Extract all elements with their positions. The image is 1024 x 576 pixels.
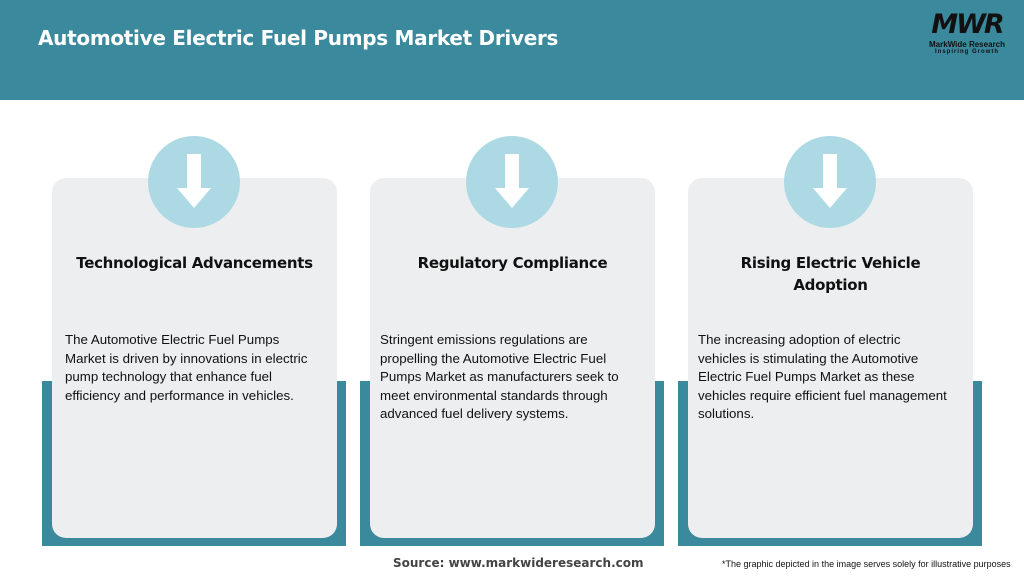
- disclaimer-note: *The graphic depicted in the image serve…: [722, 559, 1011, 569]
- driver-card: Regulatory Compliance Stringent emission…: [370, 178, 655, 538]
- card-title: Technological Advancements: [76, 254, 313, 272]
- down-arrow-icon: [148, 136, 240, 228]
- logo-name: MarkWide Research: [929, 40, 1005, 49]
- header-banner: Automotive Electric Fuel Pumps Market Dr…: [0, 0, 1024, 100]
- card-text: The Automotive Electric Fuel Pumps Marke…: [65, 332, 308, 403]
- card-text: Stringent emissions regulations are prop…: [380, 332, 619, 421]
- logo-tagline: Inspiring Growth: [935, 49, 999, 55]
- down-arrow-icon: [784, 136, 876, 228]
- logo-mark: MWR: [931, 9, 1004, 40]
- card-text: The increasing adoption of electric vehi…: [698, 332, 947, 421]
- logo: MWR MarkWide Research Inspiring Growth: [922, 10, 1012, 60]
- card-title: Regulatory Compliance: [417, 254, 608, 272]
- source-text: Source: www.markwideresearch.com: [393, 556, 644, 570]
- page-title: Automotive Electric Fuel Pumps Market Dr…: [38, 26, 559, 50]
- driver-card: Rising Electric Vehicle Adoption The inc…: [688, 178, 973, 538]
- driver-card: Technological Advancements The Automotiv…: [52, 178, 337, 538]
- card-title: Rising Electric Vehicle Adoption: [740, 254, 921, 294]
- down-arrow-icon: [466, 136, 558, 228]
